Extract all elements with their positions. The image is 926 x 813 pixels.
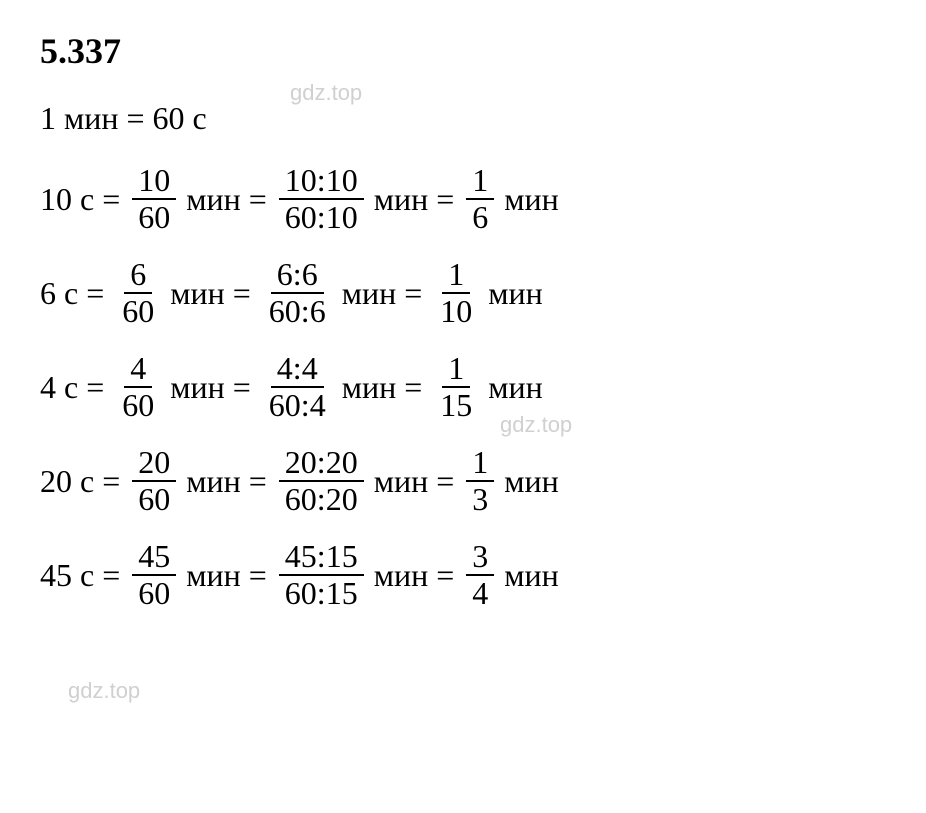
unit: мин [342, 275, 397, 312]
problem-title: 5.337 [40, 30, 886, 72]
denominator: 60:20 [279, 482, 364, 517]
fraction: 10:10 60:10 [279, 163, 364, 235]
fraction: 20 60 [132, 445, 176, 517]
unit: мин [186, 181, 241, 218]
denominator: 60 [116, 294, 160, 329]
document-content: 5.337 1 мин = 60 с 10 с = 10 60 мин = 10… [40, 30, 886, 609]
equation-lhs: 20 с [40, 463, 94, 500]
equals-sign: = [436, 557, 454, 594]
subtitle-equals: = [127, 100, 145, 137]
equals-sign: = [249, 181, 267, 218]
equals-sign: = [404, 275, 422, 312]
equals-sign: = [233, 275, 251, 312]
denominator: 3 [466, 482, 494, 517]
numerator: 1 [442, 257, 470, 294]
numerator: 20 [132, 445, 176, 482]
equation-lhs: 45 с [40, 557, 94, 594]
equation-lhs: 10 с [40, 181, 94, 218]
denominator: 60 [132, 482, 176, 517]
equals-sign: = [233, 369, 251, 406]
unit: мин [342, 369, 397, 406]
denominator: 60:4 [263, 388, 332, 423]
denominator: 6 [466, 200, 494, 235]
subtitle-lhs: 1 мин [40, 100, 119, 137]
fraction: 1 10 [434, 257, 478, 329]
equation-row: 20 с = 20 60 мин = 20:20 60:20 мин = 1 3… [40, 447, 886, 515]
unit: мин [504, 463, 559, 500]
fraction: 6 60 [116, 257, 160, 329]
denominator: 60:15 [279, 576, 364, 611]
equals-sign: = [86, 275, 104, 312]
unit: мин [374, 181, 429, 218]
unit: мин [504, 557, 559, 594]
fraction: 1 3 [466, 445, 494, 517]
denominator: 15 [434, 388, 478, 423]
equation-lhs: 6 с [40, 275, 78, 312]
numerator: 3 [466, 539, 494, 576]
denominator: 60 [116, 388, 160, 423]
denominator: 60 [132, 576, 176, 611]
unit: мин [504, 181, 559, 218]
equals-sign: = [249, 463, 267, 500]
denominator: 60:10 [279, 200, 364, 235]
fraction: 3 4 [466, 539, 494, 611]
equals-sign: = [86, 369, 104, 406]
fraction: 20:20 60:20 [279, 445, 364, 517]
unit: мин [488, 275, 543, 312]
numerator: 20:20 [279, 445, 364, 482]
numerator: 4:4 [271, 351, 324, 388]
subtitle-rhs: 60 с [153, 100, 207, 137]
equation-row: 45 с = 45 60 мин = 45:15 60:15 мин = 3 4… [40, 541, 886, 609]
equals-sign: = [102, 463, 120, 500]
fraction: 4 60 [116, 351, 160, 423]
denominator: 4 [466, 576, 494, 611]
numerator: 45 [132, 539, 176, 576]
numerator: 1 [466, 163, 494, 200]
equation-row: 10 с = 10 60 мин = 10:10 60:10 мин = 1 6… [40, 165, 886, 233]
fraction: 1 6 [466, 163, 494, 235]
numerator: 1 [466, 445, 494, 482]
equals-sign: = [102, 181, 120, 218]
equation-lhs: 4 с [40, 369, 78, 406]
unit: мин [186, 463, 241, 500]
unit: мин [374, 463, 429, 500]
equals-sign: = [249, 557, 267, 594]
denominator: 60 [132, 200, 176, 235]
equation-row: 6 с = 6 60 мин = 6:6 60:6 мин = 1 10 мин [40, 259, 886, 327]
numerator: 10:10 [279, 163, 364, 200]
numerator: 6 [124, 257, 152, 294]
numerator: 1 [442, 351, 470, 388]
equals-sign: = [102, 557, 120, 594]
unit: мин [170, 275, 225, 312]
equation-row: 4 с = 4 60 мин = 4:4 60:4 мин = 1 15 мин [40, 353, 886, 421]
unit: мин [374, 557, 429, 594]
unit: мин [186, 557, 241, 594]
fraction: 45:15 60:15 [279, 539, 364, 611]
fraction: 10 60 [132, 163, 176, 235]
numerator: 10 [132, 163, 176, 200]
denominator: 60:6 [263, 294, 332, 329]
equals-sign: = [436, 463, 454, 500]
equals-sign: = [436, 181, 454, 218]
fraction: 4:4 60:4 [263, 351, 332, 423]
numerator: 4 [124, 351, 152, 388]
fraction: 45 60 [132, 539, 176, 611]
fraction: 6:6 60:6 [263, 257, 332, 329]
unit: мин [170, 369, 225, 406]
watermark-3: gdz.top [68, 678, 140, 704]
conversion-base: 1 мин = 60 с [40, 100, 886, 137]
unit: мин [488, 369, 543, 406]
denominator: 10 [434, 294, 478, 329]
numerator: 45:15 [279, 539, 364, 576]
equals-sign: = [404, 369, 422, 406]
fraction: 1 15 [434, 351, 478, 423]
numerator: 6:6 [271, 257, 324, 294]
